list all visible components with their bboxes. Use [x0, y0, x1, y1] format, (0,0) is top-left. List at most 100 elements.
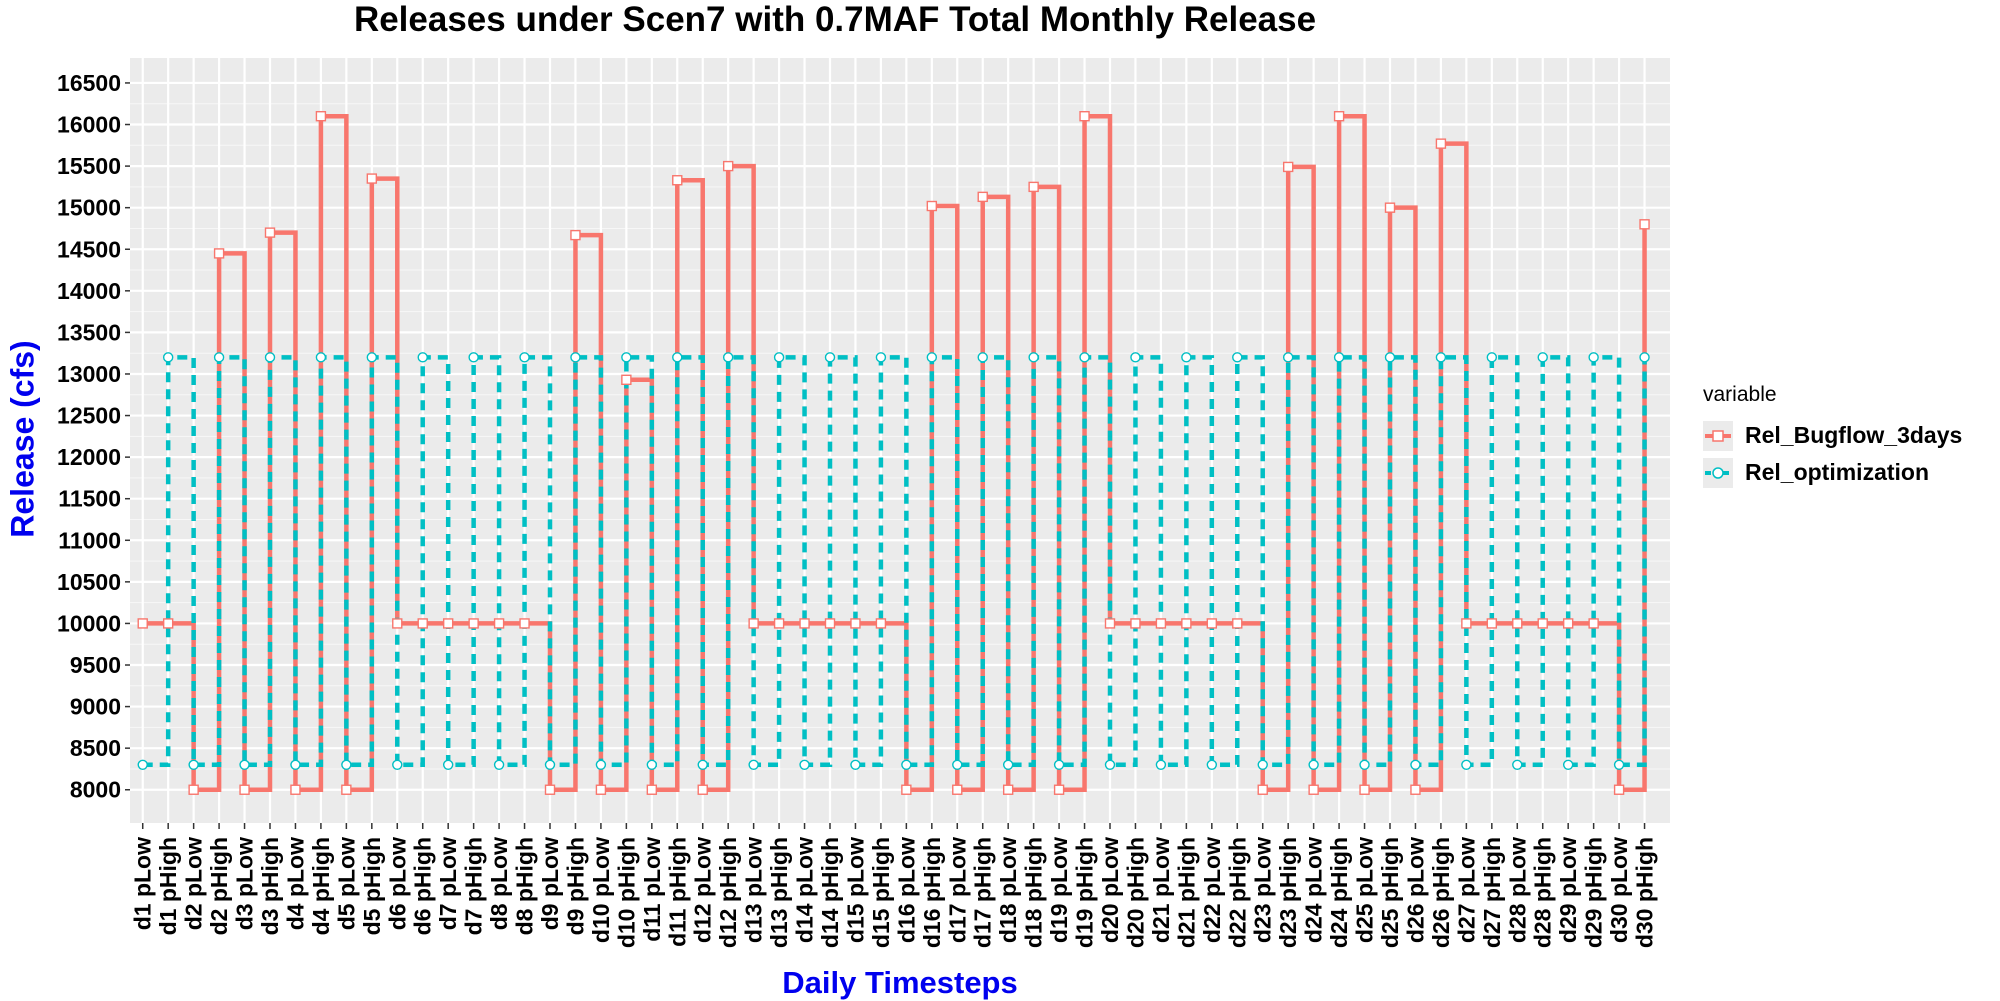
x-tick-label: d13 pLow [741, 837, 767, 943]
x-tick-label: d22 pLow [1199, 837, 1225, 943]
x-tick-label: d7 pLow [435, 837, 461, 930]
data-point [1435, 352, 1447, 363]
data-point [1384, 202, 1396, 213]
data-point [137, 759, 148, 770]
x-tick-label: d28 pHigh [1530, 837, 1556, 948]
data-point [850, 618, 861, 629]
data-point [315, 352, 327, 363]
data-point [1512, 759, 1523, 770]
x-tick-label: d19 pHigh [1072, 837, 1098, 948]
x-tick-label: d21 pHigh [1173, 837, 1199, 948]
data-point [366, 173, 378, 184]
data-point [926, 200, 938, 212]
x-tick-label: d25 pHigh [1377, 837, 1403, 948]
data-point [290, 759, 301, 770]
x-tick-label: d1 pHigh [155, 837, 181, 935]
data-point [1181, 618, 1192, 629]
y-tick-label: 12000 [57, 444, 121, 470]
x-tick-label: d17 pHigh [970, 837, 996, 948]
data-point [1130, 352, 1141, 363]
data-point [824, 618, 836, 629]
data-point [1461, 759, 1472, 770]
data-point [468, 618, 479, 629]
x-tick-label: d25 pLow [1352, 837, 1378, 943]
legend-label-bugflow: Rel_Bugflow_3days [1745, 422, 1963, 448]
data-point [544, 759, 556, 770]
data-point [468, 352, 479, 363]
data-point [672, 352, 683, 363]
data-point [748, 618, 759, 629]
data-point [162, 618, 174, 629]
data-point [1486, 618, 1498, 629]
x-tick-label: d6 pLow [384, 837, 410, 930]
data-point [595, 784, 607, 795]
x-tick-label: d26 pHigh [1428, 837, 1454, 948]
data-point [952, 759, 963, 770]
data-point [519, 618, 530, 629]
data-point [239, 759, 250, 770]
x-tick-label: d11 pLow [639, 837, 665, 942]
data-point [722, 352, 734, 363]
x-tick-label: d16 pLow [893, 837, 919, 943]
data-point [875, 352, 887, 363]
data-point [417, 352, 428, 363]
x-tick-label: d20 pLow [1097, 837, 1123, 943]
data-point [1232, 352, 1243, 363]
data-point [799, 759, 810, 770]
y-axis-title-wrap: Release (cfs) [5, 0, 41, 1000]
data-point [1028, 352, 1039, 363]
legend-title: variable [1703, 383, 1777, 406]
data-point [1562, 759, 1574, 770]
data-point [748, 759, 759, 770]
data-point [646, 759, 658, 770]
legend-label-optimization: Rel_optimization [1745, 459, 1930, 485]
data-point [162, 352, 174, 363]
legend: variable Rel_Bugflow_3days Rel_optimizat… [1703, 383, 1962, 491]
data-point [315, 111, 327, 122]
data-point [1639, 352, 1650, 363]
x-tick-label: d26 pLow [1402, 837, 1428, 943]
x-tick-label: d9 pLow [537, 837, 563, 930]
data-point [1359, 784, 1370, 795]
x-tick-label: d28 pLow [1504, 837, 1530, 943]
data-point [773, 618, 785, 629]
data-point [570, 352, 581, 363]
x-tick-label: d4 pHigh [308, 837, 334, 935]
x-tick-label: d14 pHigh [817, 837, 843, 948]
data-point [1028, 181, 1039, 193]
data-point [901, 784, 912, 795]
data-point [1435, 138, 1447, 149]
data-point [341, 784, 352, 795]
data-point [493, 759, 505, 770]
series-line [142, 355, 1647, 768]
data-point [366, 352, 378, 363]
data-point [1053, 784, 1065, 795]
x-tick-label: d22 pHigh [1224, 837, 1250, 948]
series-Rel_optimization [142, 355, 1647, 768]
data-point [417, 618, 428, 629]
data-point [1282, 352, 1294, 363]
data-point [1613, 784, 1625, 795]
data-point [595, 759, 607, 770]
data-point [442, 759, 454, 770]
y-tick-label: 15500 [57, 153, 121, 179]
x-tick-label: d15 pLow [842, 837, 868, 943]
data-point [1333, 352, 1345, 363]
x-tick-label: d29 pLow [1555, 837, 1581, 943]
data-point [1613, 759, 1625, 770]
x-tick-label: d15 pHigh [868, 837, 894, 948]
x-tick-label: d3 pHigh [257, 837, 283, 935]
data-point [1232, 618, 1243, 629]
data-point [1588, 618, 1599, 629]
data-point [264, 227, 276, 238]
data-point [875, 618, 887, 629]
data-point [799, 618, 810, 629]
data-point [1104, 618, 1116, 629]
x-tick-label: d23 pLow [1250, 837, 1276, 943]
data-point [519, 352, 530, 363]
x-tick-label: d1 pLow [130, 837, 156, 930]
x-tick-label: d3 pLow [232, 837, 258, 930]
data-point [544, 784, 556, 795]
data-point [1333, 111, 1345, 122]
data-point [824, 352, 836, 363]
